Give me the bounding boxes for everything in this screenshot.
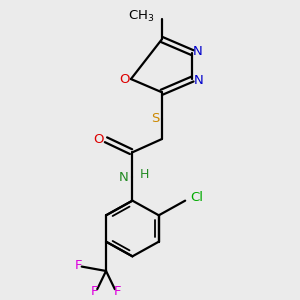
Text: O: O bbox=[119, 73, 130, 85]
Text: Cl: Cl bbox=[190, 191, 203, 204]
Text: O: O bbox=[94, 133, 104, 146]
Text: F: F bbox=[91, 285, 98, 298]
Text: N: N bbox=[194, 74, 203, 87]
Text: F: F bbox=[74, 259, 82, 272]
Text: N: N bbox=[118, 171, 128, 184]
Text: H: H bbox=[140, 168, 149, 182]
Text: S: S bbox=[151, 112, 160, 125]
Text: N: N bbox=[193, 45, 202, 58]
Text: CH$_3$: CH$_3$ bbox=[128, 9, 154, 24]
Text: F: F bbox=[114, 285, 122, 298]
